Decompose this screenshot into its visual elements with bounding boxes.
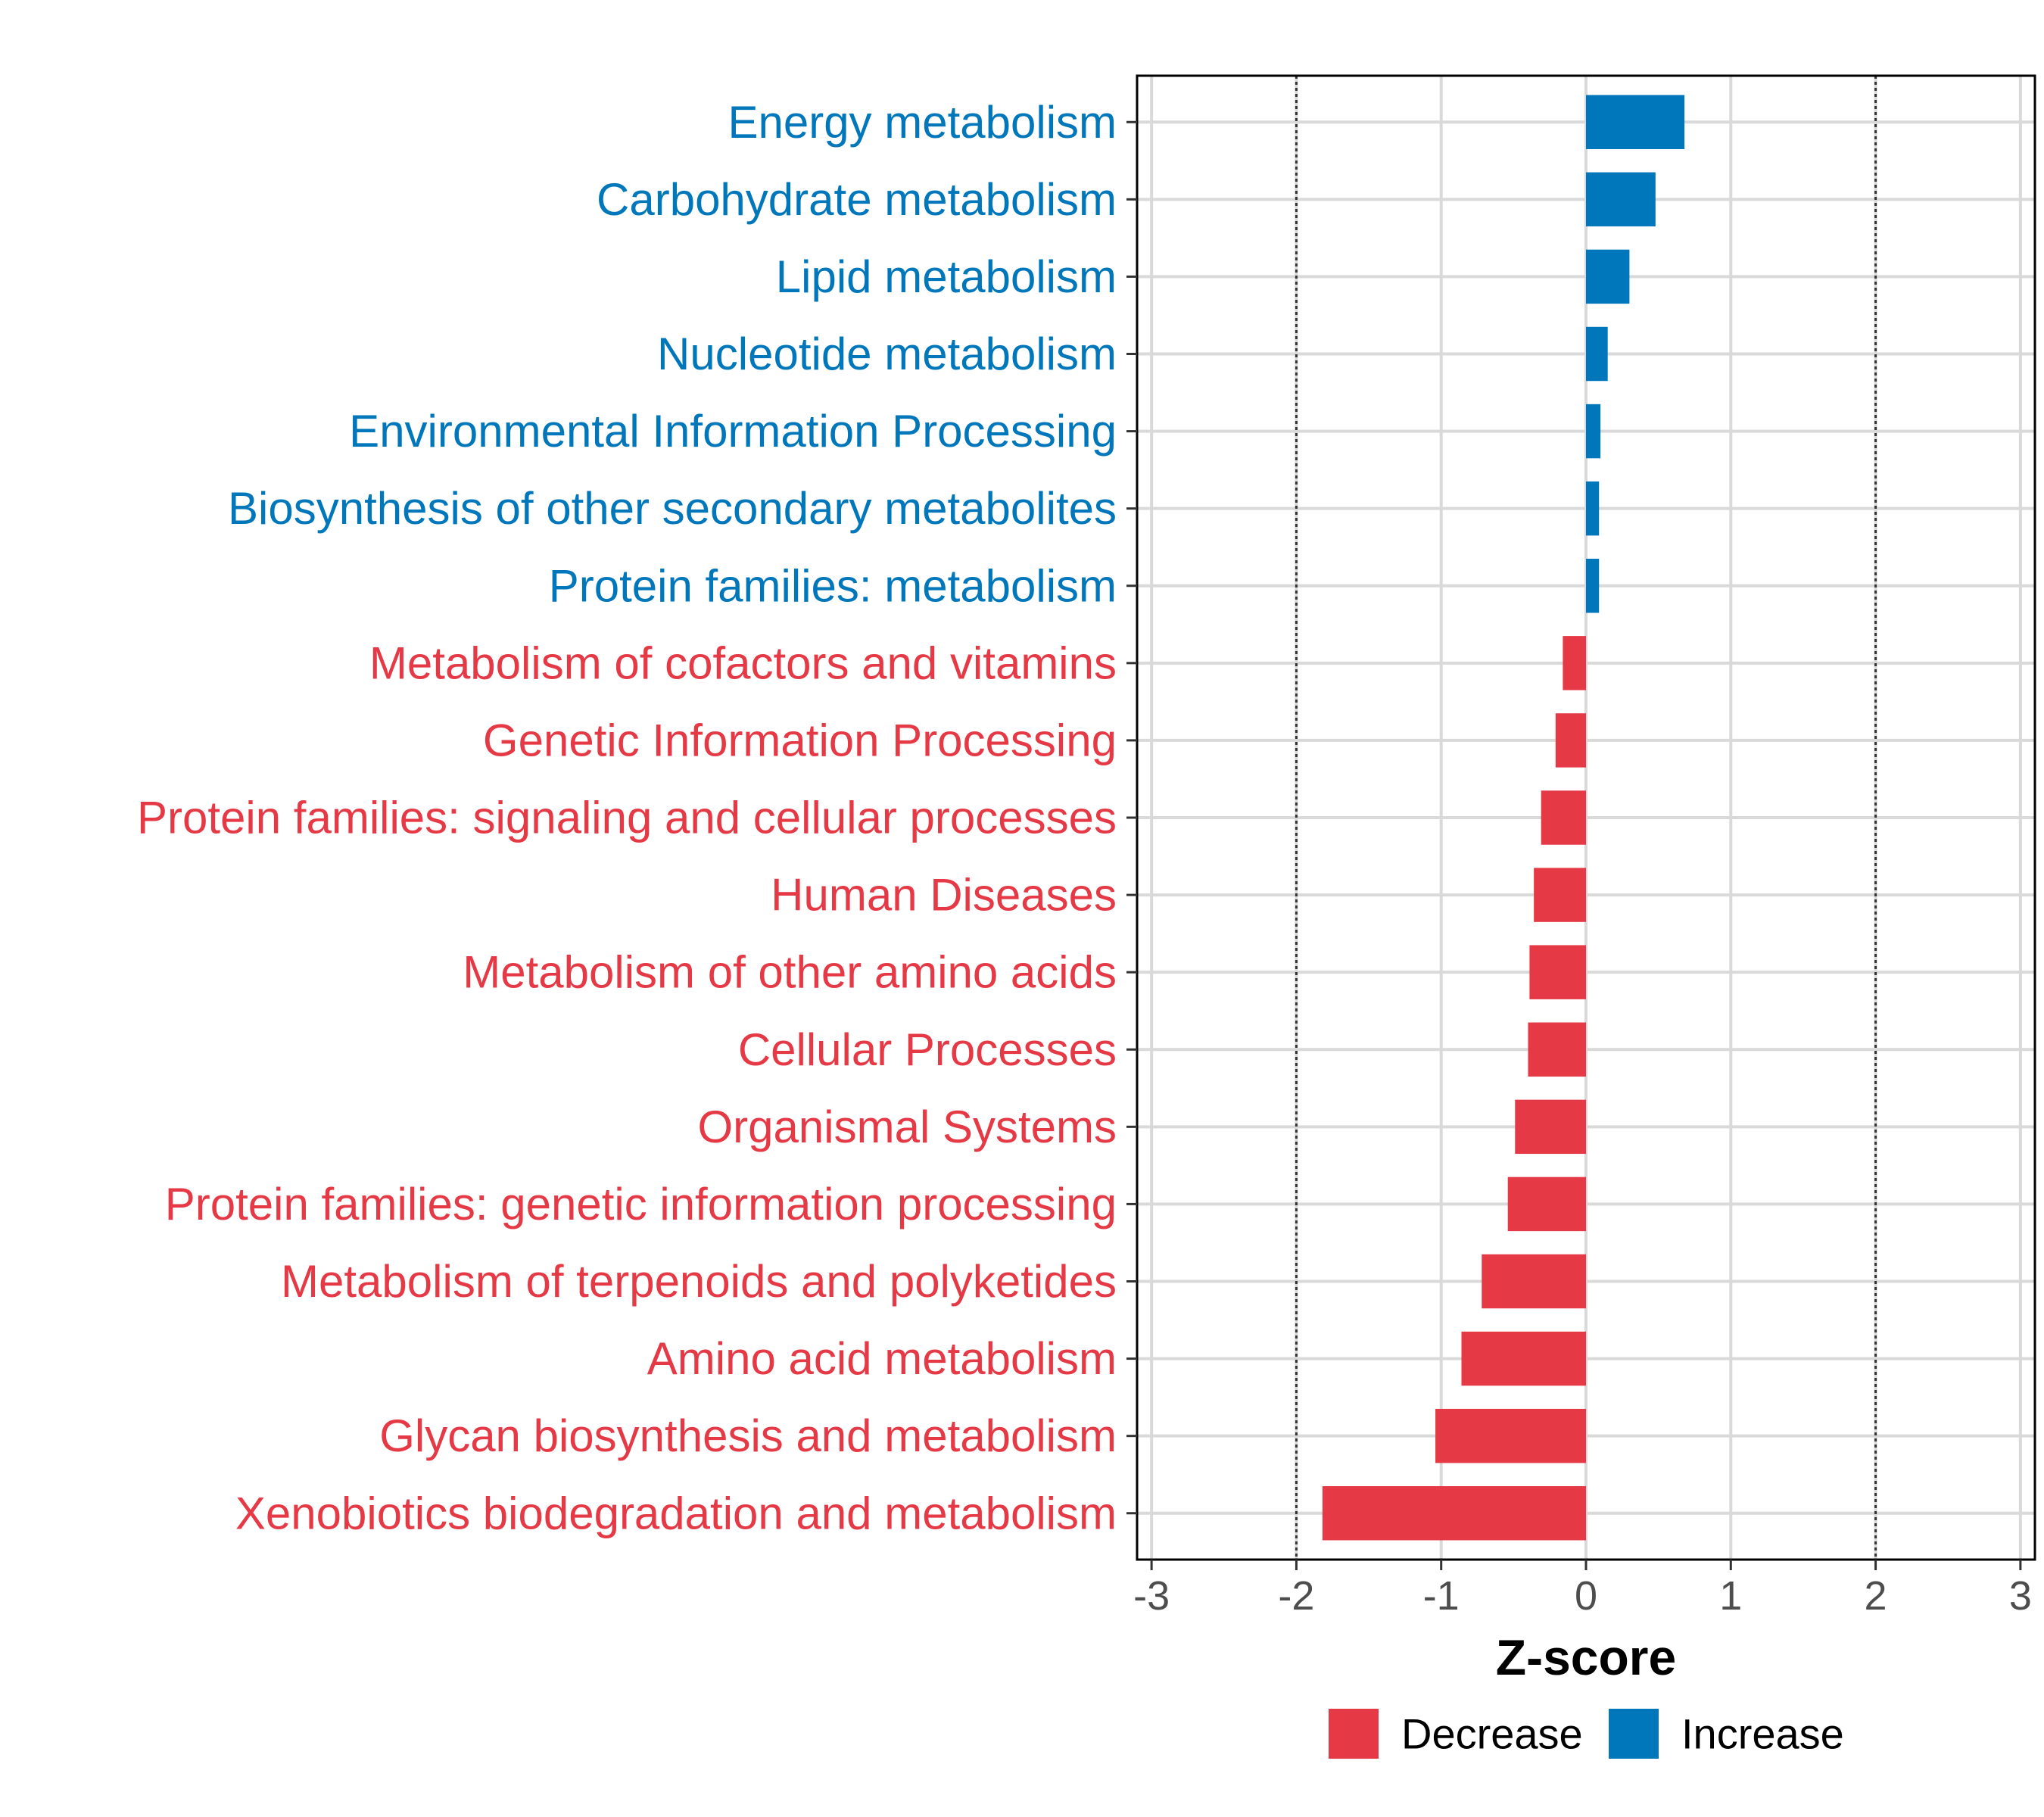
category-label: Biosynthesis of other secondary metaboli… [228, 483, 1117, 534]
legend-label-increase: Increase [1681, 1710, 1844, 1758]
bar-6 [1586, 481, 1600, 536]
category-label: Protein families: signaling and cellular… [137, 793, 1117, 843]
legend-swatch-increase [1609, 1709, 1659, 1759]
category-label: Xenobiotics biodegradation and metabolis… [235, 1488, 1117, 1538]
bar-1 [1586, 95, 1685, 149]
x-tick-label: 0 [1575, 1573, 1597, 1619]
x-tick-label: -3 [1133, 1573, 1170, 1619]
bar-7 [1586, 559, 1600, 613]
bar-16 [1482, 1254, 1586, 1309]
bar-12 [1529, 945, 1586, 999]
x-tick-label: 2 [1865, 1573, 1887, 1619]
bar-3 [1586, 249, 1630, 304]
bar-8 [1563, 636, 1586, 690]
category-label: Environmental Information Processing [349, 406, 1117, 457]
category-label: Metabolism of cofactors and vitamins [369, 637, 1117, 688]
category-label: Human Diseases [771, 870, 1117, 921]
x-tick-label: -2 [1278, 1573, 1314, 1619]
legend-swatch-decrease [1329, 1709, 1379, 1759]
bar-19 [1322, 1486, 1586, 1541]
bar-18 [1435, 1408, 1586, 1463]
x-axis-title: Z-score [1496, 1629, 1676, 1685]
bar-5 [1586, 404, 1601, 459]
bar-4 [1586, 326, 1608, 382]
category-label: Cellular Processes [738, 1024, 1117, 1075]
category-label: Glycan biosynthesis and metabolism [379, 1410, 1117, 1461]
legend-label-decrease: Decrease [1401, 1710, 1583, 1758]
category-label: Lipid metabolism [776, 251, 1117, 302]
x-tick-label: 3 [2009, 1573, 2032, 1619]
category-label: Nucleotide metabolism [657, 329, 1117, 379]
x-tick-label: 1 [1719, 1573, 1742, 1619]
bar-15 [1507, 1177, 1586, 1232]
category-label: Amino acid metabolism [647, 1333, 1117, 1384]
category-label: Energy metabolism [728, 97, 1117, 148]
bar-10 [1541, 790, 1586, 845]
bar-9 [1555, 713, 1586, 768]
bar-2 [1586, 172, 1656, 227]
category-label: Carbohydrate metabolism [597, 174, 1117, 225]
bar-13 [1528, 1022, 1586, 1077]
category-label: Metabolism of other amino acids [463, 947, 1117, 998]
category-label: Metabolism of terpenoids and polyketides [281, 1256, 1117, 1307]
bar-11 [1534, 868, 1586, 922]
bar-17 [1461, 1331, 1586, 1386]
category-label: Protein families: metabolism [549, 560, 1117, 611]
category-label: Genetic Information Processing [483, 715, 1117, 765]
category-label: Protein families: genetic information pr… [165, 1179, 1117, 1230]
x-tick-label: -1 [1423, 1573, 1460, 1619]
category-label: Organismal Systems [698, 1102, 1117, 1152]
bar-14 [1515, 1099, 1586, 1155]
